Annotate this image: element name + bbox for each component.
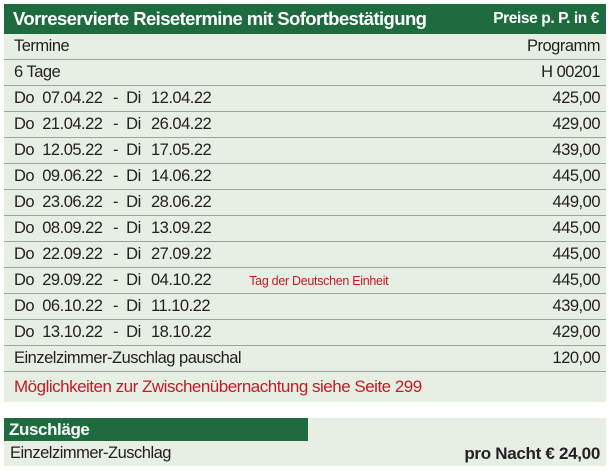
- start-date: Do 08.09.22: [14, 219, 103, 237]
- start-date: Do 13.10.22: [14, 323, 103, 341]
- date-range: Do 06.10.22 - Di 11.10.22: [14, 297, 211, 316]
- subheader-row: Termine Programm: [4, 34, 606, 60]
- start-date: Do 22.09.22: [14, 245, 103, 263]
- surcharge-row: Einzelzimmer-Zuschlag pauschal 120,00: [4, 346, 606, 372]
- per-night-price: pro Nacht € 24,00: [464, 443, 600, 463]
- program-code: H 00201: [541, 63, 600, 81]
- date-separator: - Di: [113, 167, 141, 185]
- end-date: 26.04.22: [151, 115, 212, 133]
- programm-label: Programm: [526, 37, 601, 55]
- price: 439,00: [552, 141, 601, 159]
- date-range: Do 07.04.22 - Di 12.04.22: [14, 89, 212, 108]
- start-date: Do 09.06.22: [14, 167, 103, 185]
- start-date: Do 21.04.22: [14, 115, 103, 133]
- surcharge-night-row: Einzelzimmer-Zuschlag pro Nacht € 24,00: [4, 441, 606, 466]
- start-date: Do 23.06.22: [14, 193, 103, 211]
- end-date: 11.10.22: [151, 297, 211, 315]
- end-date: 12.04.22: [151, 89, 212, 107]
- table-row: Do 23.06.22 - Di 28.06.22 449,00: [4, 190, 606, 216]
- surcharge-price: 120,00: [552, 349, 601, 367]
- stopover-note: Möglichkeiten zur Zwischenübernachtung s…: [14, 377, 422, 396]
- price-header: Preise p. P. in €: [493, 10, 599, 27]
- end-date: 13.09.22: [151, 219, 212, 237]
- start-date: Do 12.05.22: [14, 141, 103, 159]
- start-date: Do 29.09.22: [14, 271, 103, 289]
- table-row: Do 08.09.22 - Di 13.09.22 445,00: [4, 216, 606, 242]
- table-row: Do 12.05.22 - Di 17.05.22 439,00: [4, 138, 606, 164]
- date-range: Do 29.09.22 - Di 04.10.22 Tag der Deutschen…: [14, 271, 389, 290]
- table-header: Vorreservierte Reisetermine mit Sofortbe…: [4, 4, 606, 34]
- table-row: Do 06.10.22 - Di 11.10.22 439,00: [4, 294, 606, 320]
- date-separator: - Di: [113, 297, 141, 315]
- date-rows: Do 07.04.22 - Di 12.04.22 425,00 Do 21.04.22…: [4, 86, 606, 346]
- date-separator: - Di: [113, 141, 141, 159]
- date-range: Do 23.06.22 - Di 28.06.22: [14, 193, 212, 212]
- single-room-label: Einzelzimmer-Zuschlag: [10, 444, 171, 462]
- date-range: Do 13.10.22 - Di 18.10.22: [14, 323, 212, 342]
- price: 445,00: [552, 167, 601, 185]
- end-date: 14.06.22: [151, 167, 212, 185]
- end-date: 17.05.22: [151, 141, 212, 159]
- end-date: 04.10.22: [151, 271, 212, 289]
- duration-label: 6 Tage: [14, 63, 61, 81]
- table-row: Do 22.09.22 - Di 27.09.22 445,00: [4, 242, 606, 268]
- date-range: Do 08.09.22 - Di 13.09.22: [14, 219, 212, 238]
- holiday-note: Tag der Deutschen Einheit: [249, 273, 389, 288]
- price: 445,00: [552, 245, 601, 263]
- duration-row: 6 Tage H 00201: [4, 60, 606, 86]
- price: 425,00: [552, 89, 601, 107]
- table-row: Do 07.04.22 - Di 12.04.22 425,00: [4, 86, 606, 112]
- table-row: Do 21.04.22 - Di 26.04.22 429,00: [4, 112, 606, 138]
- table-title: Vorreservierte Reisetermine mit Sofortbe…: [13, 8, 427, 29]
- date-separator: - Di: [113, 115, 141, 133]
- date-separator: - Di: [113, 219, 141, 237]
- end-date: 18.10.22: [151, 323, 212, 341]
- surcharges-header: Zuschläge: [4, 418, 308, 441]
- travel-dates-table: Vorreservierte Reisetermine mit Sofortbe…: [4, 4, 606, 402]
- date-range: Do 21.04.22 - Di 26.04.22: [14, 115, 212, 134]
- date-separator: - Di: [113, 271, 141, 289]
- date-separator: - Di: [113, 245, 141, 263]
- start-date: Do 06.10.22: [14, 297, 103, 315]
- price: 445,00: [552, 271, 601, 289]
- date-separator: - Di: [113, 193, 141, 211]
- end-date: 27.09.22: [151, 245, 212, 263]
- date-separator: - Di: [113, 323, 141, 341]
- price: 449,00: [552, 193, 601, 211]
- price: 429,00: [552, 323, 601, 341]
- price: 429,00: [552, 115, 601, 133]
- price: 439,00: [552, 297, 601, 315]
- date-range: Do 22.09.22 - Di 27.09.22: [14, 245, 212, 264]
- date-range: Do 12.05.22 - Di 17.05.22: [14, 141, 212, 160]
- table-row: Do 09.06.22 - Di 14.06.22 445,00: [4, 164, 606, 190]
- date-separator: - Di: [113, 89, 141, 107]
- table-row: Do 13.10.22 - Di 18.10.22 429,00: [4, 320, 606, 346]
- date-range: Do 09.06.22 - Di 14.06.22: [14, 167, 212, 186]
- table-row: Do 29.09.22 - Di 04.10.22 Tag der Deutschen…: [4, 268, 606, 294]
- surcharges-table: Zuschläge Einzelzimmer-Zuschlag pro Nach…: [4, 418, 606, 466]
- surcharge-label: Einzelzimmer-Zuschlag pauschal: [14, 349, 242, 367]
- end-date: 28.06.22: [151, 193, 212, 211]
- termine-label: Termine: [14, 37, 70, 55]
- start-date: Do 07.04.22: [14, 89, 103, 107]
- price: 445,00: [552, 219, 601, 237]
